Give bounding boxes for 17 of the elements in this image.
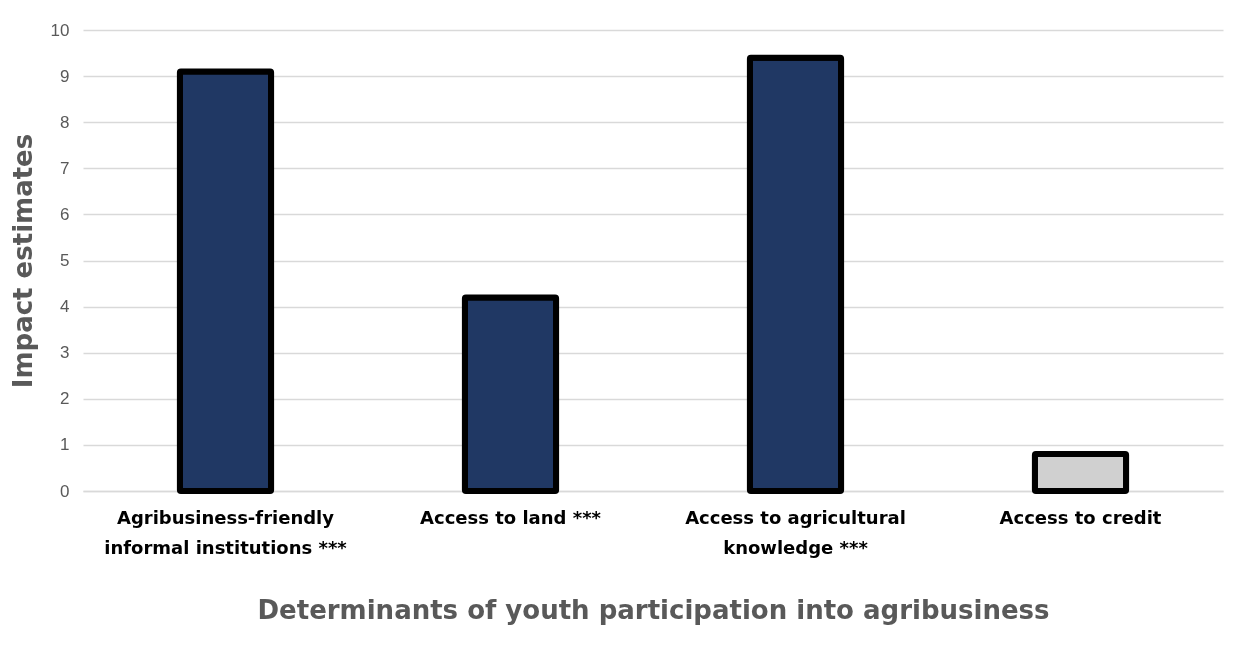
y-tick-label: 10 bbox=[50, 20, 70, 40]
y-tick-label: 3 bbox=[60, 343, 70, 363]
x-tick-label: Access to land *** bbox=[420, 506, 602, 528]
y-tick-label: 4 bbox=[60, 297, 70, 317]
y-axis-title: Impact estimates bbox=[7, 133, 38, 389]
y-tick-label: 9 bbox=[60, 66, 70, 86]
x-tick-label: Access to credit bbox=[999, 506, 1162, 528]
y-tick-label: 6 bbox=[60, 204, 70, 224]
y-tick-label: 8 bbox=[60, 112, 70, 132]
y-tick-label: 2 bbox=[60, 389, 70, 409]
x-tick-label: Access to agricultural knowledge *** bbox=[685, 506, 906, 558]
y-tick-label: 1 bbox=[60, 435, 70, 455]
y-tick-label: 5 bbox=[60, 251, 70, 270]
y-tick-label: 7 bbox=[60, 158, 70, 178]
y-tick-label: 0 bbox=[60, 481, 70, 501]
x-tick-label: Agribusiness-friendly informal institutions *** bbox=[104, 506, 348, 558]
x-axis-title: Determinants of youth participation into agribusiness bbox=[257, 594, 1050, 625]
